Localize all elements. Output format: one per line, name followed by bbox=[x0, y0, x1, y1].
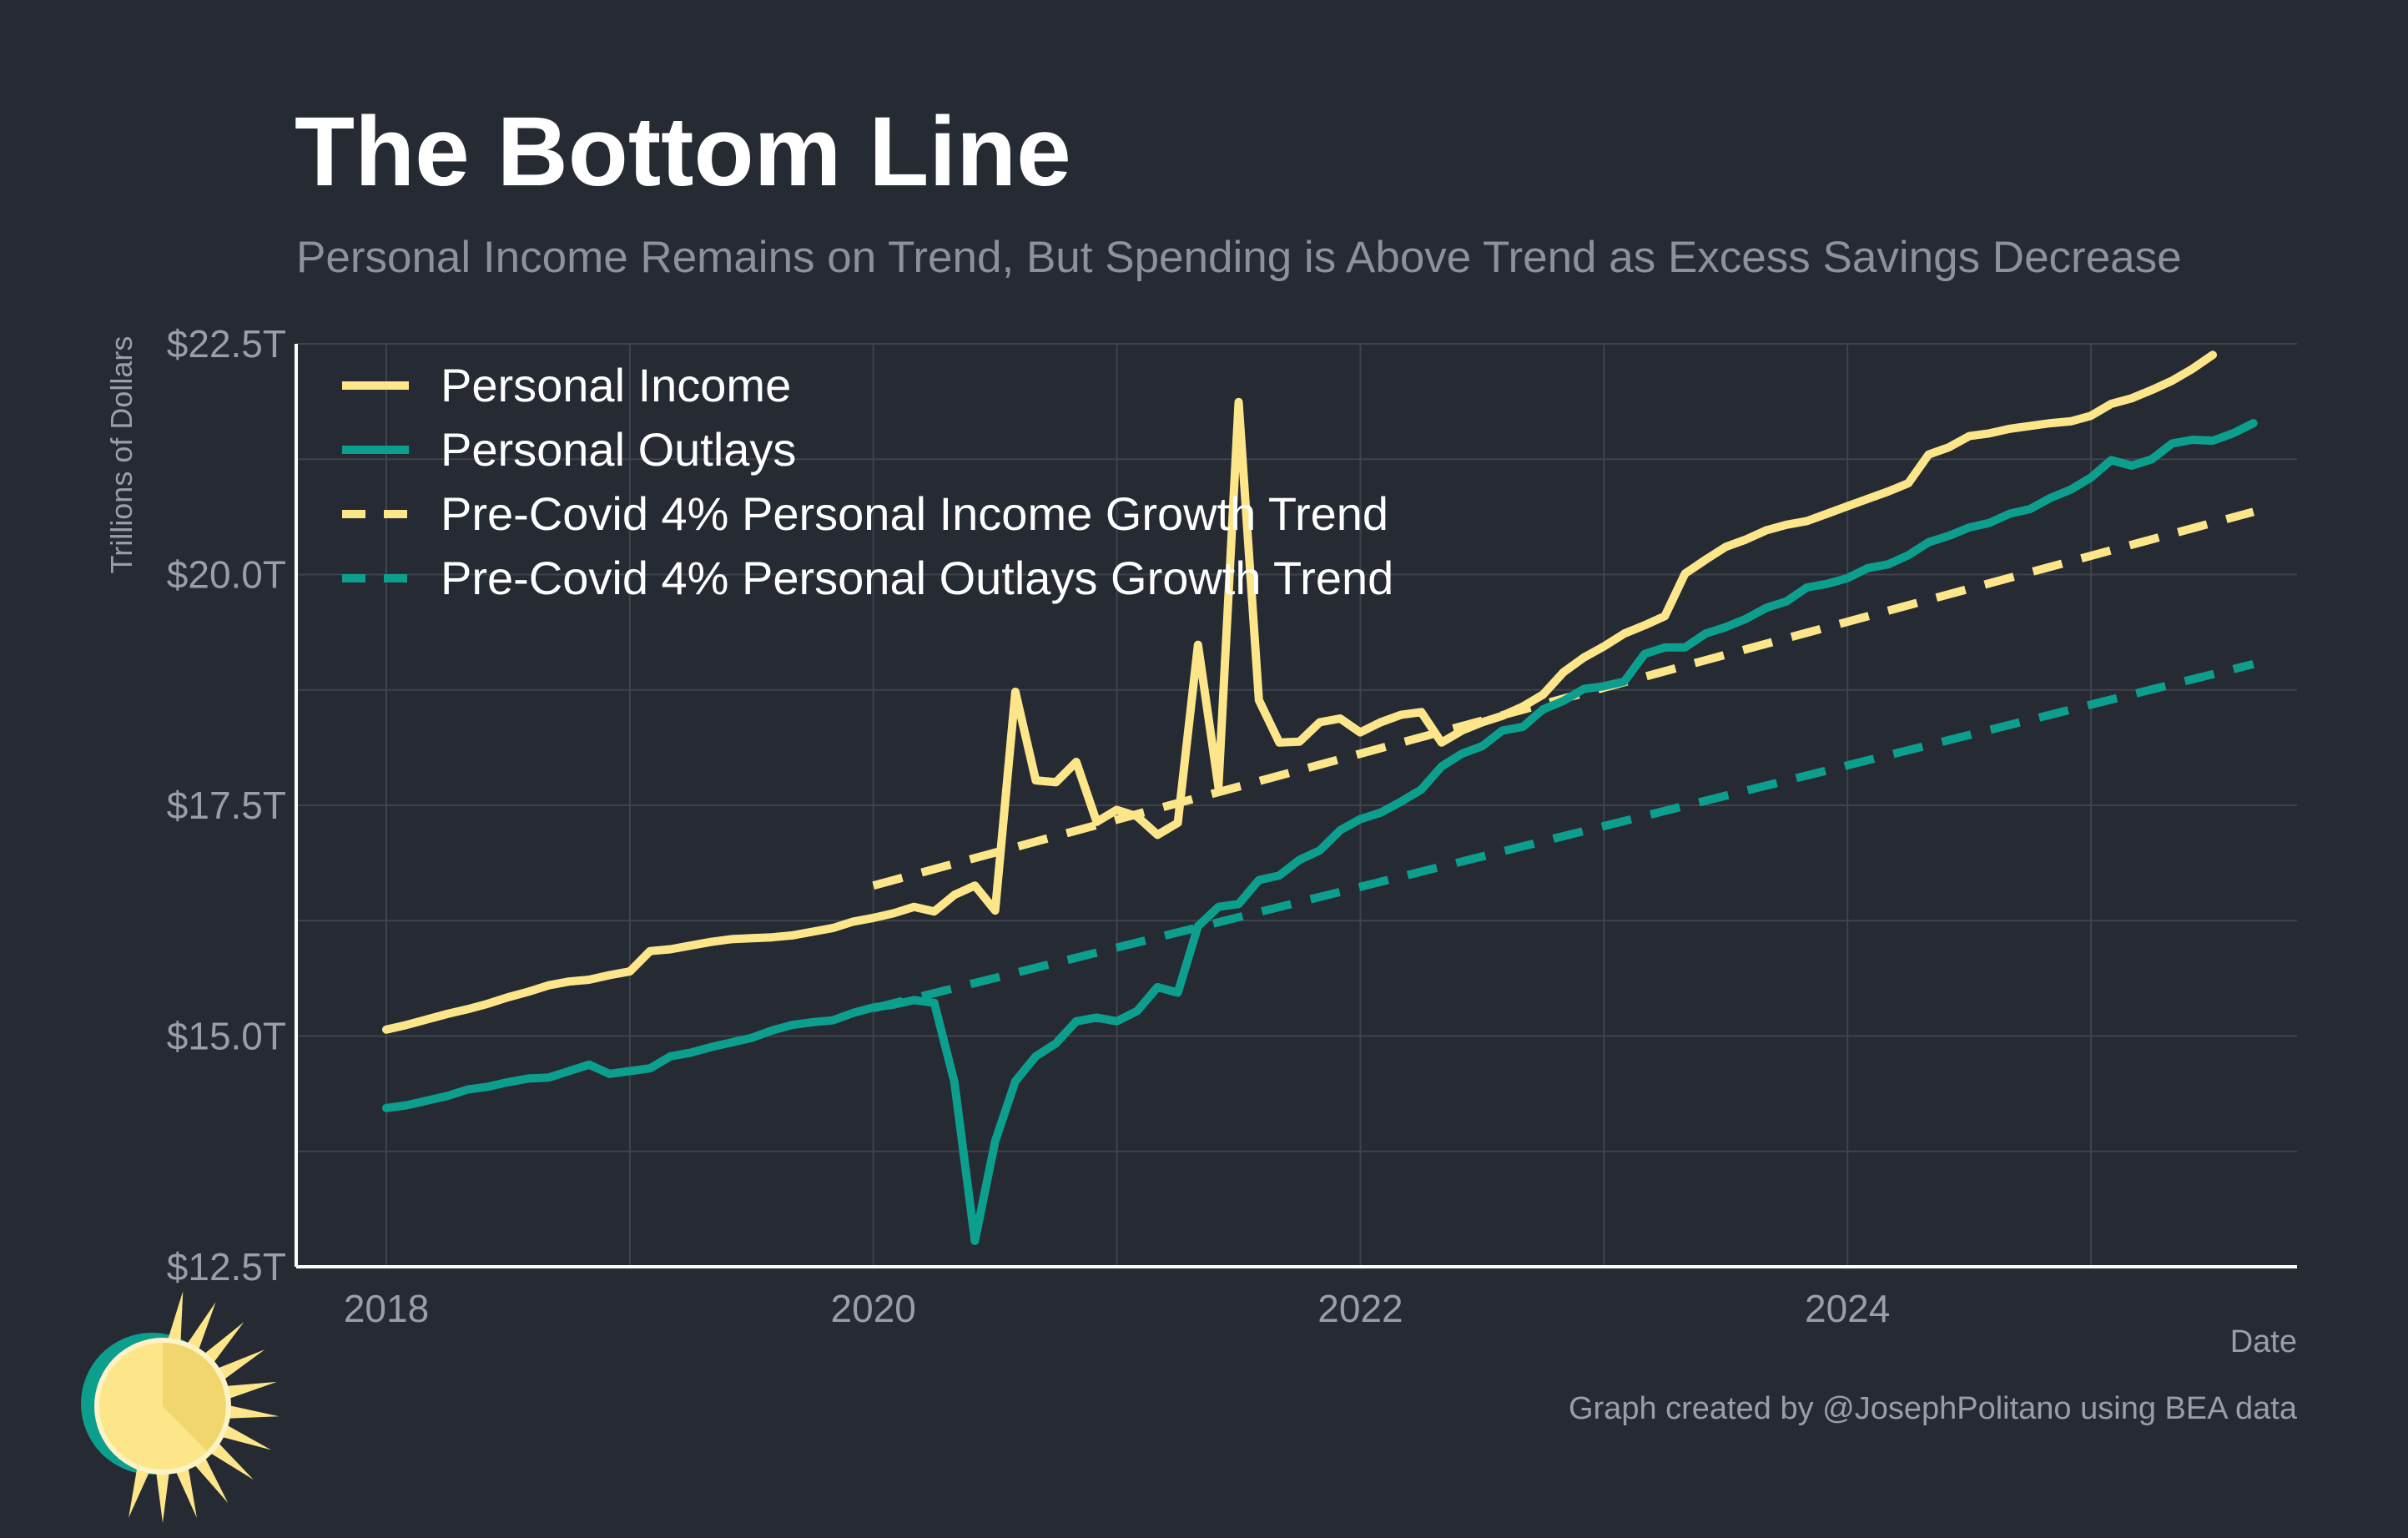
legend: Personal Income Personal Outlays Pre-Covid… bbox=[342, 359, 1393, 604]
series-line-0 bbox=[382, 350, 2217, 1034]
y-tick-label: $17.5T bbox=[167, 784, 286, 827]
y-tick-label: $22.5T bbox=[167, 322, 286, 366]
sun-ray bbox=[128, 1459, 154, 1518]
legend-label: Pre-Covid 4% Personal Outlays Growth Tre… bbox=[441, 552, 1393, 604]
series-line-3 bbox=[872, 659, 2254, 1013]
sun-logo bbox=[81, 1291, 280, 1523]
sun-ray bbox=[172, 1459, 197, 1518]
sun-shade bbox=[163, 1343, 226, 1451]
x-tick-label: 2018 bbox=[344, 1287, 429, 1330]
y-axis-label: Trillions of Dollars bbox=[104, 336, 139, 574]
x-axis-label: Date bbox=[2230, 1324, 2297, 1359]
sun-ray bbox=[165, 1291, 184, 1351]
axes: $12.5T $15.0T $17.5T $20.0T $22.5T 2018 2020 20… bbox=[167, 322, 2297, 1330]
y-tick-label: $12.5T bbox=[167, 1245, 286, 1288]
legend-label: Personal Income bbox=[441, 359, 791, 411]
legend-label: Pre-Covid 4% Personal Income Growth Tren… bbox=[441, 487, 1388, 540]
sun-ray bbox=[218, 1381, 277, 1402]
sun-ray bbox=[219, 1404, 280, 1419]
y-tick-label: $15.0T bbox=[167, 1015, 286, 1058]
sun-ray bbox=[154, 1464, 171, 1523]
x-tick-label: 2024 bbox=[1805, 1287, 1890, 1330]
chart-title: The Bottom Line bbox=[295, 97, 1071, 207]
chart-subtitle: Personal Income Remains on Trend, But Sp… bbox=[296, 233, 2182, 282]
grid bbox=[296, 343, 2297, 1268]
y-tick-label: $20.0T bbox=[167, 553, 286, 597]
x-tick-label: 2022 bbox=[1317, 1287, 1403, 1330]
source-note: Graph created by @JosephPolitano using B… bbox=[1569, 1391, 2298, 1426]
legend-label: Personal Outlays bbox=[441, 423, 796, 476]
sun-ray bbox=[214, 1420, 271, 1450]
series-layer bbox=[382, 350, 2258, 1245]
series-line-1 bbox=[382, 419, 2258, 1245]
x-tick-label: 2020 bbox=[831, 1287, 916, 1330]
